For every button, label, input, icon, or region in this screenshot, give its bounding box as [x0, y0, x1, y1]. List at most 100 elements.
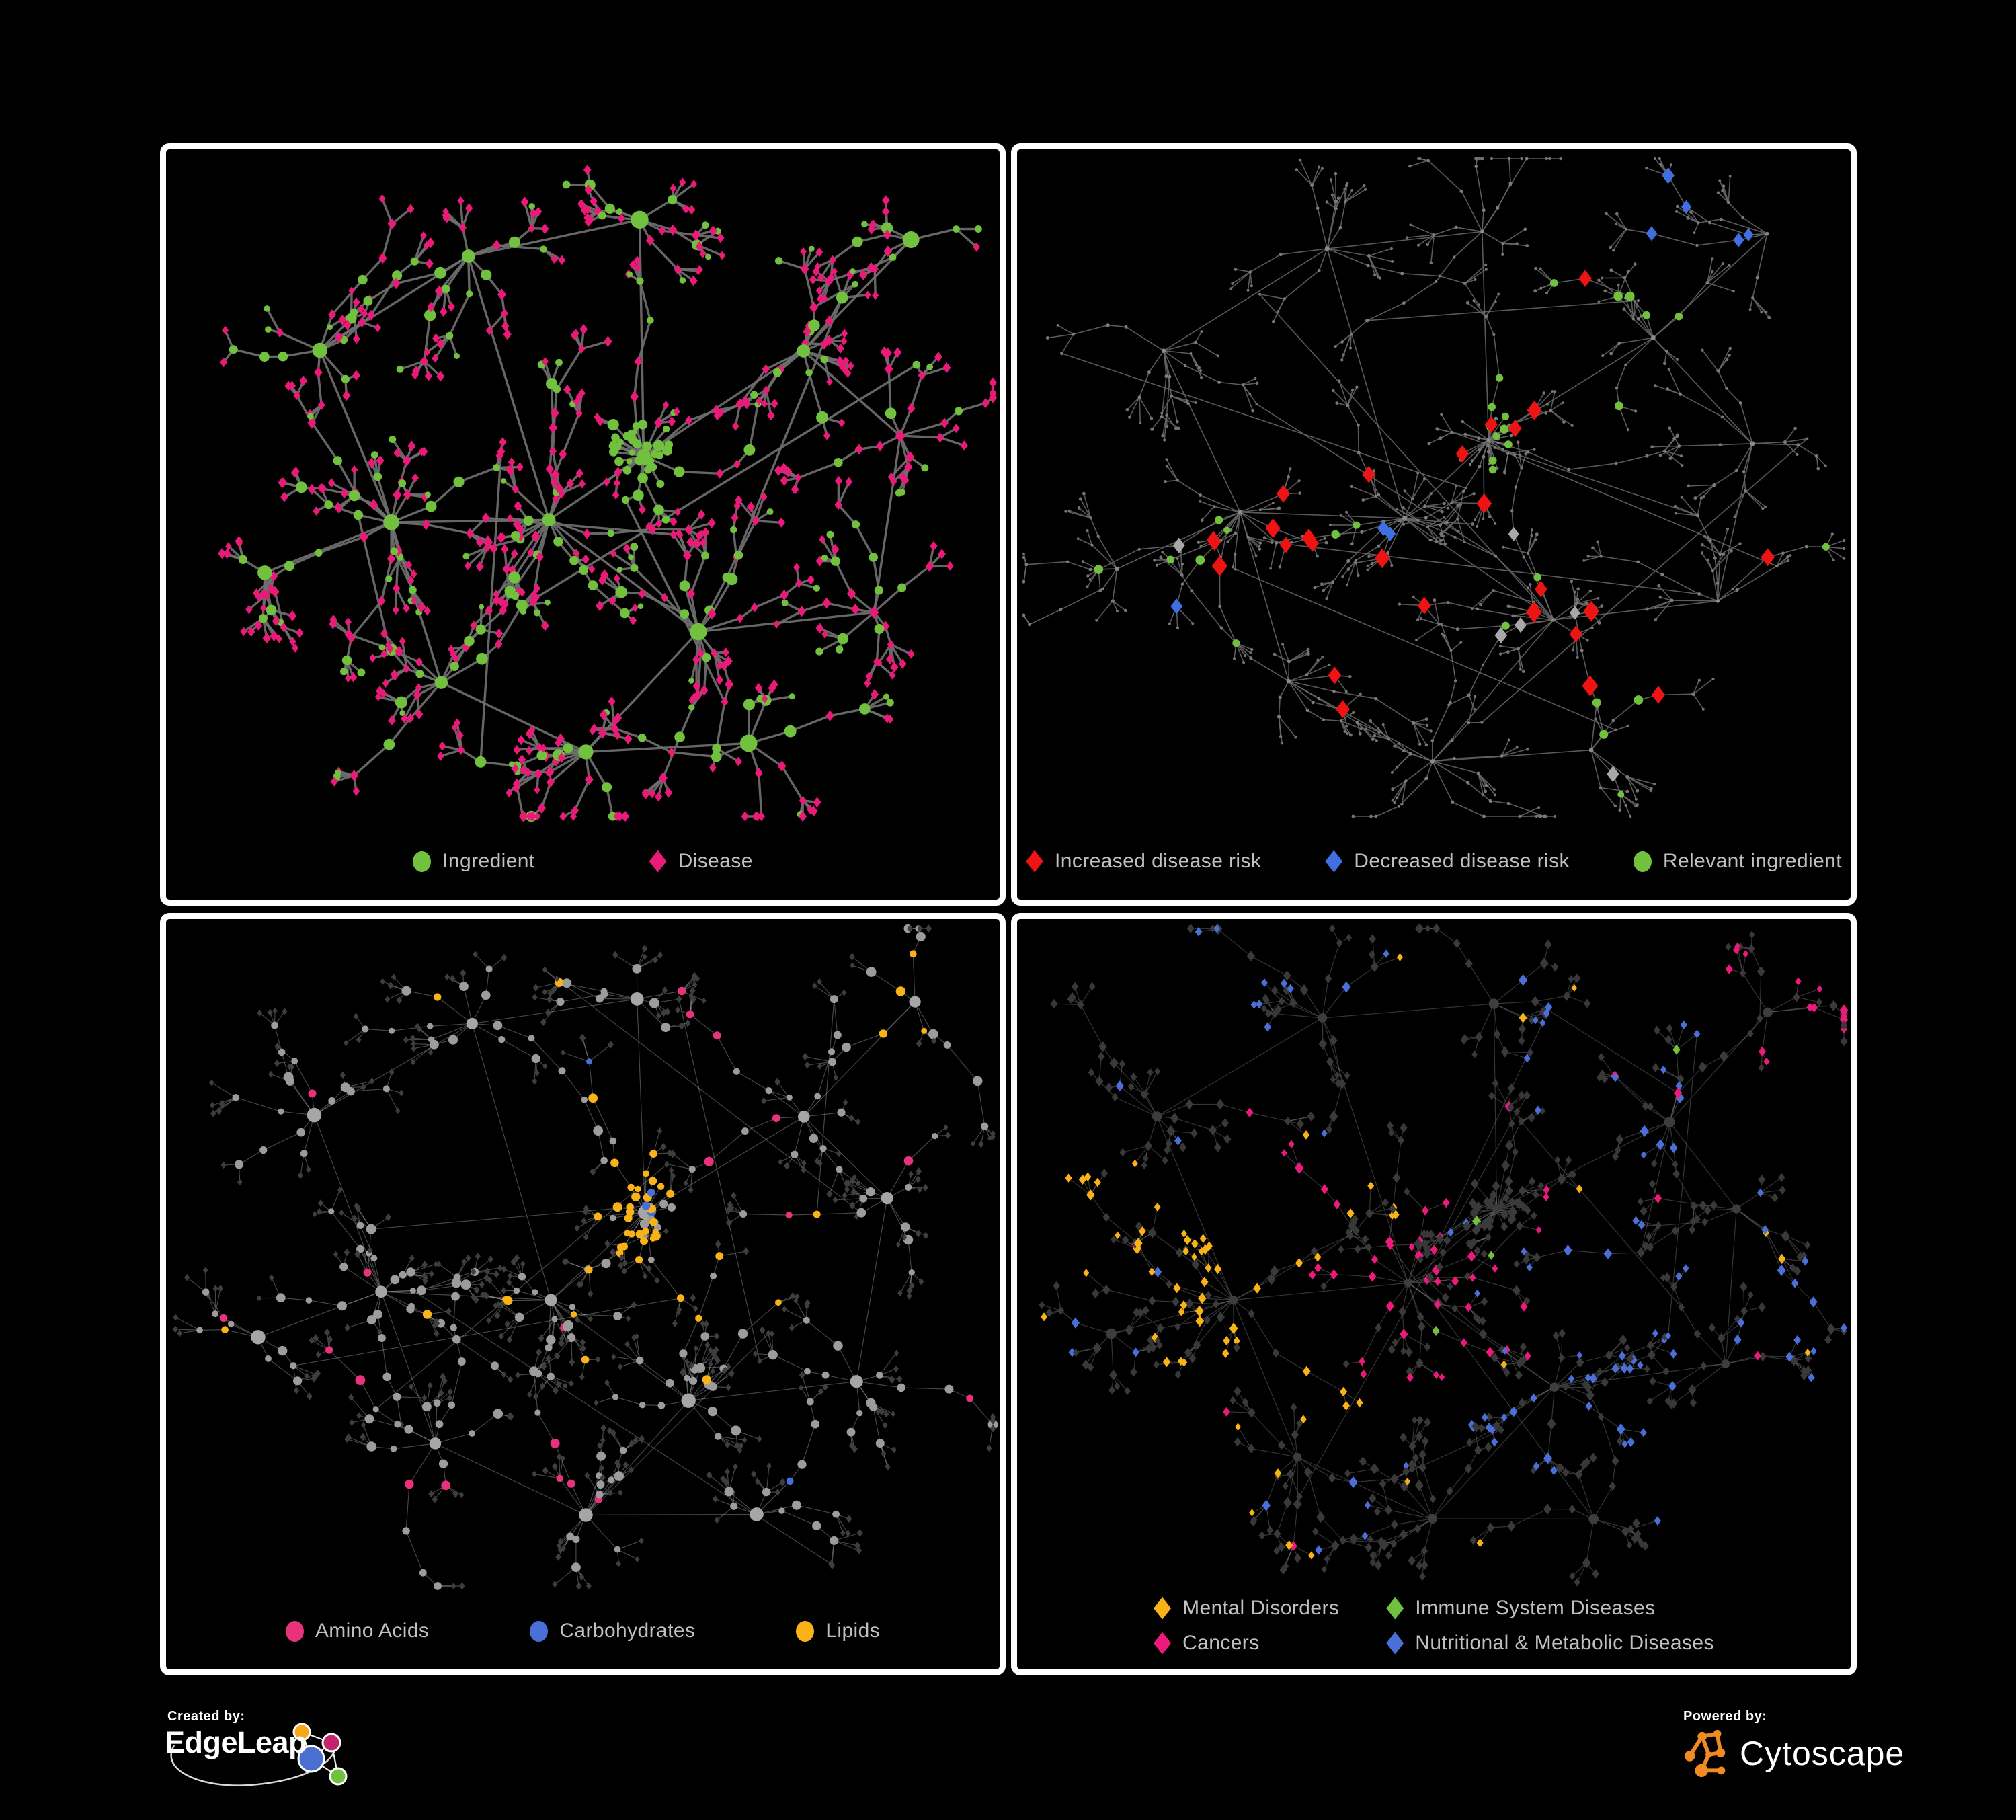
node: [1767, 315, 1771, 319]
node: [415, 657, 423, 667]
edge: [1409, 160, 1429, 167]
node: [895, 429, 905, 442]
node: [664, 1008, 671, 1016]
node: [780, 475, 789, 486]
node: [1470, 607, 1474, 610]
node: [1804, 545, 1808, 549]
edge: [1365, 728, 1389, 740]
node: [1634, 804, 1638, 808]
node: [590, 196, 598, 206]
node: [607, 1489, 613, 1497]
node: [692, 654, 700, 665]
highlight-node: [1613, 291, 1623, 301]
edge: [1432, 749, 1592, 762]
node: [517, 735, 525, 746]
node: [1429, 492, 1433, 496]
node: [542, 988, 548, 996]
edge: [712, 1411, 737, 1431]
edge: [1468, 695, 1476, 710]
node: [1654, 384, 1657, 387]
node: [334, 502, 342, 512]
node: [921, 464, 929, 472]
node: [1439, 532, 1443, 536]
highlight-node: [1733, 233, 1744, 247]
node: [916, 1039, 922, 1048]
node: [435, 1420, 444, 1429]
edge: [678, 998, 760, 1361]
node: [533, 583, 541, 594]
node: [1442, 634, 1446, 637]
edge: [1472, 1277, 1517, 1291]
node: [378, 194, 386, 203]
node: [366, 1315, 376, 1325]
edge: [1408, 1255, 1420, 1283]
node: [422, 1402, 432, 1412]
node: [820, 339, 828, 350]
node: [647, 1188, 655, 1197]
node: [641, 457, 649, 465]
node: [370, 498, 378, 508]
node: [1346, 559, 1350, 563]
node: [380, 649, 388, 659]
node: [1728, 346, 1732, 350]
node: [441, 1376, 448, 1385]
node: [830, 1536, 839, 1545]
node: [825, 275, 834, 286]
legend-item-ingredient: Ingredient: [413, 850, 534, 873]
node: [1720, 415, 1724, 418]
node: [831, 267, 838, 276]
edge: [573, 778, 591, 812]
node: [210, 1109, 216, 1117]
edge: [212, 1097, 237, 1106]
node: [1765, 231, 1769, 236]
node: [547, 990, 553, 997]
node: [1786, 555, 1789, 559]
node: [218, 548, 227, 559]
node: [288, 610, 297, 621]
node: [1551, 390, 1554, 393]
edge: [800, 602, 828, 612]
node: [578, 344, 586, 354]
node: [850, 1188, 857, 1196]
node: [1645, 454, 1649, 458]
node: [1355, 721, 1359, 725]
node: [627, 430, 635, 438]
node: [907, 924, 913, 933]
node: [1454, 679, 1457, 682]
node: [986, 1444, 992, 1452]
node: [934, 352, 942, 362]
node: [781, 1306, 787, 1313]
node: [736, 613, 743, 623]
node: [733, 1068, 740, 1075]
node: [1522, 555, 1525, 559]
edge: [1023, 563, 1027, 583]
node: [609, 1248, 616, 1257]
edge: [550, 1269, 589, 1301]
node: [578, 744, 594, 760]
node: [639, 1219, 649, 1228]
node: [633, 255, 641, 266]
node: [1045, 336, 1049, 340]
node: [693, 539, 702, 549]
node: [614, 1546, 621, 1553]
node: [634, 1333, 639, 1340]
nodes-layer: [1022, 157, 1846, 818]
node: [1670, 598, 1674, 602]
node: [778, 1507, 785, 1514]
edge: [1718, 370, 1728, 389]
node: [725, 1441, 730, 1449]
node: [515, 1371, 521, 1379]
node: [596, 600, 604, 612]
edge: [582, 1037, 590, 1062]
node: [1681, 464, 1684, 467]
node: [946, 561, 954, 571]
node: [791, 484, 799, 495]
node: [362, 1252, 368, 1259]
node: [1668, 426, 1672, 430]
node: [834, 458, 843, 467]
edge: [1412, 722, 1432, 732]
edge: [719, 1251, 747, 1257]
node: [666, 1149, 673, 1157]
node: [613, 478, 621, 488]
edge: [813, 1138, 840, 1171]
